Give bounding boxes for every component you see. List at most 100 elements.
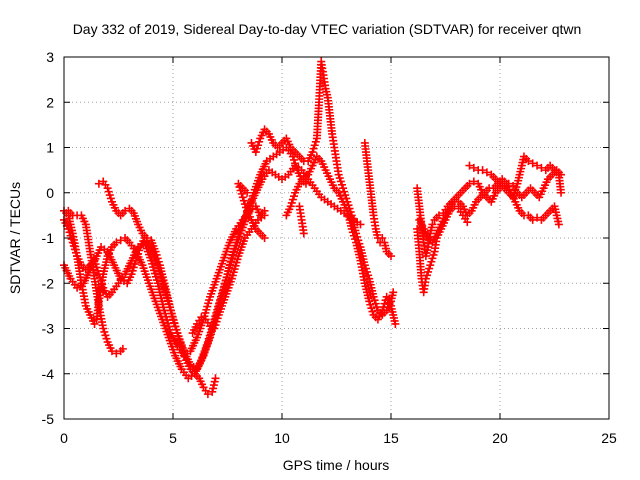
data-point	[422, 271, 431, 280]
data-point	[379, 303, 388, 312]
data-point	[201, 345, 210, 354]
data-point	[205, 296, 214, 305]
data-point	[90, 319, 99, 328]
data-point	[287, 198, 296, 207]
data-point	[528, 215, 537, 224]
data-point	[235, 249, 244, 258]
data-point	[69, 241, 78, 250]
data-point	[65, 228, 74, 237]
data-point	[349, 231, 358, 240]
x-tick-label: 0	[60, 430, 68, 446]
data-point	[151, 272, 160, 281]
data-point	[223, 244, 232, 253]
data-point	[238, 193, 247, 202]
data-point	[146, 253, 155, 262]
data-point	[239, 196, 248, 205]
data-point	[231, 261, 240, 270]
data-point	[209, 283, 218, 292]
data-point	[216, 304, 225, 313]
data-point	[211, 277, 220, 286]
y-tick-label: -4	[42, 366, 55, 382]
data-point	[164, 322, 173, 331]
data-point	[229, 248, 238, 257]
y-tick-label: 0	[46, 185, 54, 201]
data-point	[210, 377, 219, 386]
data-point	[169, 315, 177, 324]
data-point	[112, 349, 121, 358]
data-point	[421, 274, 430, 283]
data-point	[151, 297, 160, 306]
data-point	[95, 273, 104, 282]
data-point	[149, 291, 158, 300]
data-point	[228, 271, 237, 280]
data-point	[160, 306, 169, 315]
data-point	[310, 141, 319, 150]
data-point	[214, 310, 223, 319]
data-point	[70, 245, 79, 254]
data-point	[339, 184, 348, 193]
data-point	[210, 324, 219, 333]
y-tick-label: -2	[42, 275, 55, 291]
data-point	[154, 257, 163, 266]
data-point	[363, 267, 372, 276]
data-point	[370, 296, 379, 305]
data-point	[429, 250, 438, 259]
data-point	[255, 137, 264, 146]
data-point	[364, 271, 373, 280]
data-point	[142, 273, 151, 282]
data-point	[221, 250, 230, 259]
data-point	[208, 387, 217, 396]
data-point	[148, 288, 157, 297]
data-point	[161, 309, 170, 318]
data-point	[239, 237, 248, 246]
data-point	[348, 228, 357, 237]
data-point	[118, 344, 127, 353]
data-point	[218, 291, 227, 300]
data-point	[233, 255, 242, 264]
data-point	[219, 298, 228, 307]
data-point	[309, 144, 318, 153]
data-point	[428, 254, 437, 263]
data-point	[112, 238, 121, 247]
data-point	[103, 184, 112, 193]
data-point	[152, 300, 161, 309]
data-point	[94, 179, 103, 188]
data-point	[68, 238, 77, 247]
data-point	[509, 193, 518, 202]
data-point	[243, 206, 252, 215]
data-point	[533, 161, 542, 170]
data-point	[226, 277, 235, 286]
data-point	[173, 329, 182, 338]
data-point	[175, 335, 184, 344]
data-point	[351, 235, 360, 244]
data-point	[469, 163, 478, 172]
data-point	[524, 157, 533, 166]
data-point	[107, 347, 116, 356]
data-point	[214, 268, 223, 277]
data-point	[356, 220, 365, 229]
data-point	[150, 269, 159, 278]
data-point	[171, 322, 180, 331]
data-point	[233, 235, 242, 244]
data-point	[138, 261, 147, 270]
x-axis-title: GPS time / hours	[283, 457, 390, 473]
data-point	[434, 211, 443, 220]
data-point	[213, 271, 222, 280]
data-point	[219, 256, 228, 265]
data-point	[260, 211, 269, 220]
data-point	[372, 303, 381, 312]
data-point	[102, 334, 111, 343]
data-point	[340, 187, 349, 196]
data-point	[94, 270, 103, 279]
data-point	[334, 170, 343, 179]
data-point	[222, 247, 231, 256]
data-point	[147, 256, 156, 265]
data-point	[142, 234, 151, 242]
data-point	[100, 327, 109, 336]
data-point	[236, 226, 245, 235]
data-point	[179, 349, 188, 358]
data-point	[238, 240, 247, 249]
data-point	[129, 263, 138, 272]
data-point	[288, 195, 297, 204]
data-point	[251, 148, 260, 157]
